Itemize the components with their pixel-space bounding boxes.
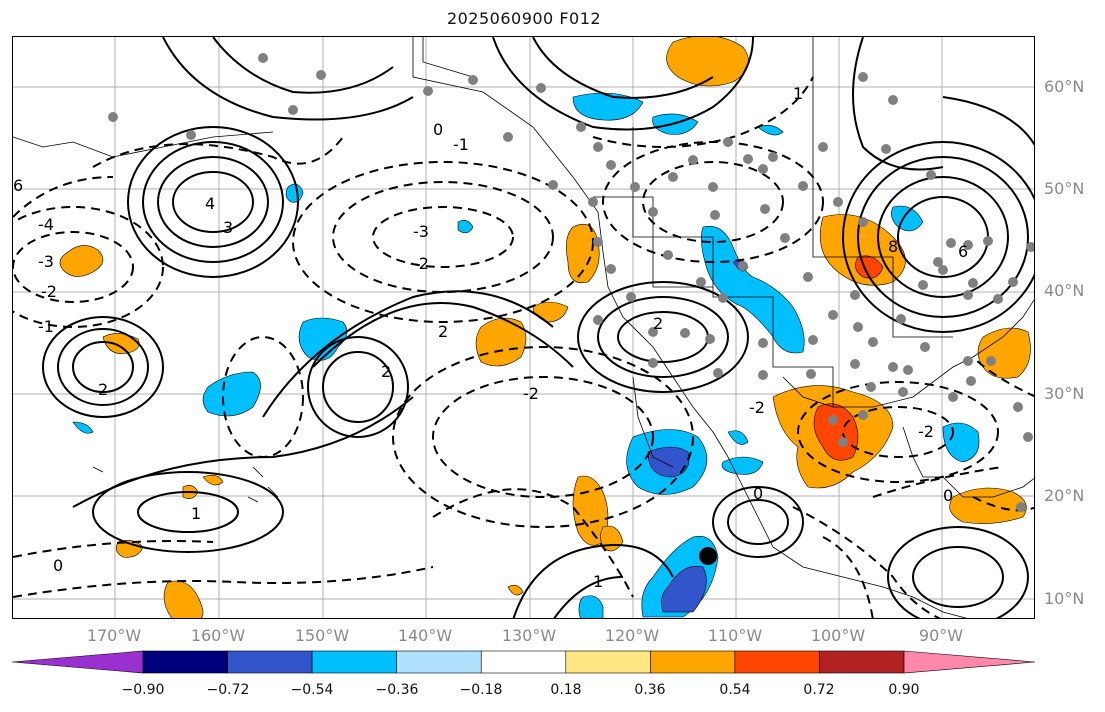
lat-label-60n: 60°N <box>1044 77 1085 96</box>
lon-label-170w: 170°W <box>86 626 142 645</box>
contour-label-minus1-b: -1 <box>38 317 54 336</box>
map-svg: 0 -1 4 3 -4 -3 -2 -1 2 -3 -2 2 2 2 -2 -2… <box>13 37 1034 618</box>
colorbar-segment <box>396 650 482 674</box>
contour-label-6-b: 6 <box>13 176 23 195</box>
colorbar-tick-9: 0.90 <box>888 682 920 698</box>
positive-contours <box>42 37 1034 618</box>
map-title: 2025060900 F012 <box>446 9 602 28</box>
contour-label-2-d: 2 <box>653 314 663 333</box>
map-panel[interactable]: 0 -1 4 3 -4 -3 -2 -1 2 -3 -2 2 2 2 -2 -2… <box>12 36 1035 619</box>
coastlines <box>13 37 1034 618</box>
contour-label-8: 8 <box>888 237 898 256</box>
contour-label-2-b: 2 <box>438 322 448 341</box>
contour-label-minus4: -4 <box>38 215 54 234</box>
contour-label-2-c: 2 <box>381 362 391 381</box>
contour-label-0-b: 0 <box>753 484 763 503</box>
lon-label-90w: 90°W <box>918 626 964 645</box>
lon-label-150w: 150°W <box>294 626 350 645</box>
colorbar <box>11 650 1036 674</box>
lat-label-10n: 10°N <box>1044 589 1085 608</box>
contour-label-minus3: -3 <box>38 252 54 271</box>
contour-label-minus3-b: -3 <box>413 222 429 241</box>
contour-label-0: 0 <box>433 120 443 139</box>
colorbar-extend-high <box>903 650 1036 674</box>
colorbar-tick-0: −0.90 <box>121 682 165 698</box>
lon-label-160w: 160°W <box>190 626 246 645</box>
lon-label-130w: 130°W <box>501 626 557 645</box>
location-marker[interactable] <box>699 547 717 565</box>
colorbar-segment <box>819 650 905 674</box>
colorbar-segment <box>565 650 651 674</box>
lon-label-110w: 110°W <box>707 626 763 645</box>
colorbar-tick-2: −0.54 <box>290 682 334 698</box>
lon-label-120w: 120°W <box>604 626 660 645</box>
colorbar-tick-1: −0.72 <box>206 682 250 698</box>
colorbar-segment <box>311 650 397 674</box>
contour-label-2: 2 <box>98 380 108 399</box>
colorbar-segment <box>227 650 313 674</box>
colorbar-tick-4: −0.18 <box>459 682 503 698</box>
colorbar-segment <box>734 650 820 674</box>
lat-label-40n: 40°N <box>1044 281 1085 300</box>
contour-label-minus2-c: -2 <box>523 384 539 403</box>
lat-label-50n: 50°N <box>1044 179 1085 198</box>
contour-label-minus2-e: -2 <box>918 422 934 441</box>
contour-label-minus2-d: -2 <box>749 398 765 417</box>
contour-labels: 0 -1 4 3 -4 -3 -2 -1 2 -3 -2 2 2 2 -2 -2… <box>13 84 968 591</box>
colorbar-segment <box>480 650 567 674</box>
colorbar-tick-5: 0.18 <box>550 682 582 698</box>
contour-label-1-c: 1 <box>793 84 803 103</box>
contour-label-1-b: 1 <box>593 572 603 591</box>
contour-label-minus1: -1 <box>453 135 469 154</box>
lon-label-140w: 140°W <box>397 626 453 645</box>
contour-label-4: 4 <box>205 194 215 213</box>
station-dots <box>108 53 1034 512</box>
contour-label-0-c: 0 <box>53 556 63 575</box>
colorbar-tick-8: 0.72 <box>803 682 835 698</box>
colorbar-extend-low <box>11 650 144 674</box>
contour-label-6: 6 <box>958 242 968 261</box>
contour-label-3: 3 <box>223 218 233 237</box>
contour-label-minus2-b: -2 <box>413 254 429 273</box>
colorbar-tick-3: −0.36 <box>375 682 419 698</box>
lon-label-100w: 100°W <box>810 626 866 645</box>
colorbar-segment <box>142 650 228 674</box>
colorbar-segment <box>650 650 736 674</box>
contour-label-minus2: -2 <box>41 282 57 301</box>
colorbar-tick-6: 0.36 <box>634 682 666 698</box>
colorbar-tick-7: 0.54 <box>719 682 751 698</box>
contour-label-0-d: 0 <box>943 486 953 505</box>
lat-label-30n: 30°N <box>1044 384 1085 403</box>
contour-label-1: 1 <box>191 504 201 523</box>
lat-label-20n: 20°N <box>1044 486 1085 505</box>
